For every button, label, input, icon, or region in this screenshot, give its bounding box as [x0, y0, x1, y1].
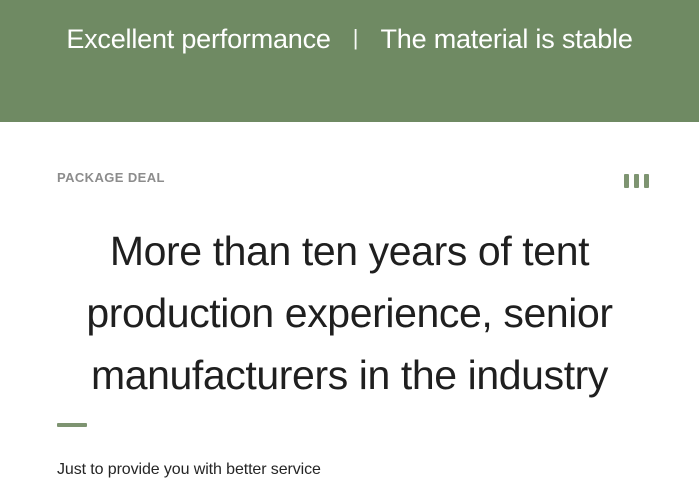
subtitle-text: Just to provide you with better service: [57, 461, 321, 478]
bar-3: [644, 174, 649, 188]
headline-line-3: manufacturers in the industry: [90, 352, 609, 398]
header-banner-content: Excellent performance | The material is …: [0, 0, 699, 78]
accent-divider: [57, 423, 87, 427]
package-deal-label: PACKAGE DEAL: [57, 170, 165, 185]
header-banner: Excellent performance | The material is …: [0, 0, 699, 122]
bar-2: [634, 174, 639, 188]
headline-line-2: production experience, senior: [86, 290, 613, 336]
headline: More than ten years of tent production e…: [40, 220, 659, 406]
banner-right-text: The material is stable: [380, 23, 633, 54]
eyebrow-row: PACKAGE DEAL: [57, 170, 649, 188]
banner-left-text: Excellent performance: [66, 23, 331, 54]
headline-line-1: More than ten years of tent: [109, 228, 590, 274]
three-bars-icon: [624, 174, 649, 188]
content-card: PACKAGE DEAL More than ten years of tent…: [0, 122, 699, 504]
banner-separator: |: [352, 25, 359, 50]
bar-1: [624, 174, 629, 188]
